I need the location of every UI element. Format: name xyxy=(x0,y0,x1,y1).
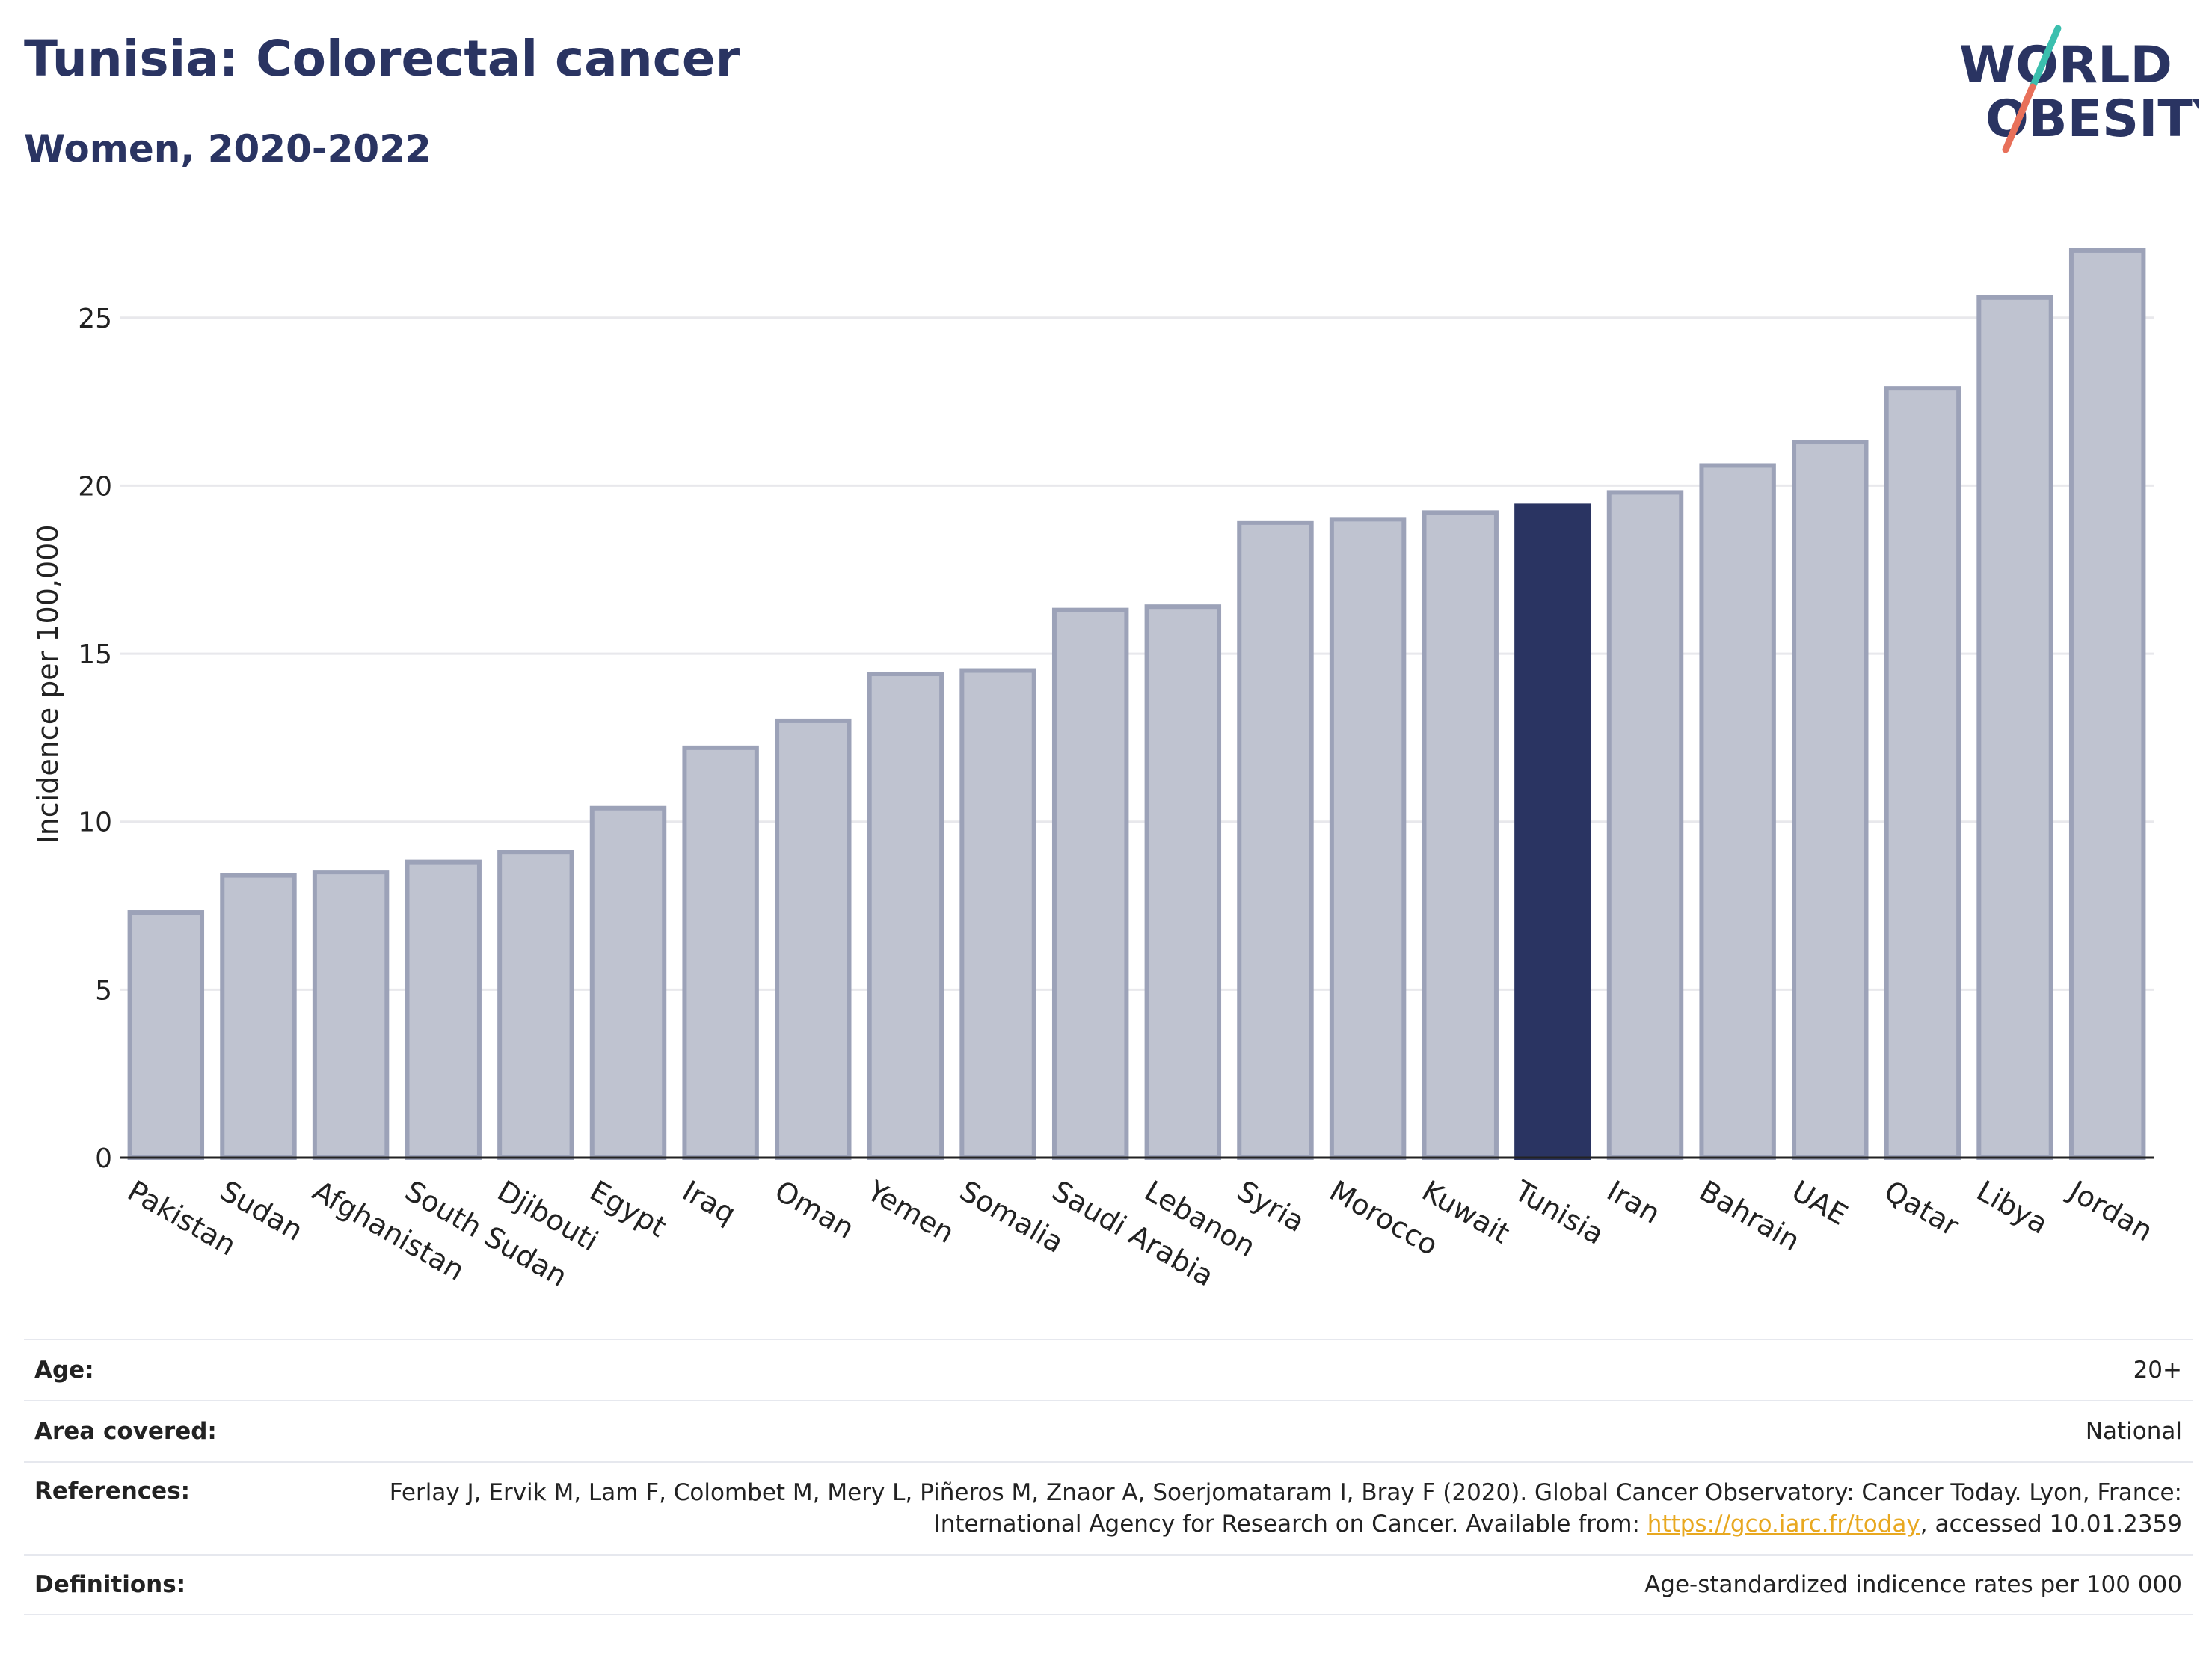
bar-iraq xyxy=(682,745,759,1160)
x-tick-label: Oman xyxy=(769,1174,860,1245)
bar-iran xyxy=(1606,490,1684,1160)
bar-saudi-arabia xyxy=(1051,607,1129,1160)
references-label: References: xyxy=(34,1478,191,1505)
y-tick-label: 20 xyxy=(78,471,112,502)
bar-morocco xyxy=(1329,517,1407,1160)
page-title: Tunisia: Colorectal cancer xyxy=(24,30,740,87)
x-tick-label: Yemen xyxy=(861,1173,960,1250)
x-tick-label: Iraq xyxy=(677,1174,741,1230)
bar-chart: 0510152025PakistanSudanAfghanistanSouth … xyxy=(31,248,2158,1293)
x-tick-label: Somalia xyxy=(954,1174,1069,1259)
x-tick-label: Qatar xyxy=(1878,1174,1964,1243)
bar-syria xyxy=(1237,520,1314,1160)
logo-line1: WORLD xyxy=(1959,36,2172,95)
bar-somalia xyxy=(959,668,1036,1160)
area-value: National xyxy=(2085,1418,2182,1445)
bar-lebanon xyxy=(1144,604,1222,1160)
bar-uae xyxy=(1792,440,1869,1160)
age-value: 20+ xyxy=(2133,1357,2182,1384)
bar-djibouti xyxy=(497,850,574,1161)
x-tick-label: Tunisia xyxy=(1508,1173,1609,1251)
x-tick-label: Libya xyxy=(1971,1174,2053,1241)
y-tick-label: 15 xyxy=(78,639,112,670)
world-obesity-logo: WORLD OBESITY xyxy=(1959,25,2199,153)
y-tick-label: 0 xyxy=(95,1143,112,1174)
bar-bahrain xyxy=(1699,463,1776,1160)
y-axis-label: Incidence per 100,000 xyxy=(31,524,64,844)
references-text: Ferlay J, Ervik M, Lam F, Colombet M, Me… xyxy=(389,1479,2182,1538)
bar-egypt xyxy=(589,805,667,1160)
bars xyxy=(127,248,2146,1161)
bar-tunisia xyxy=(1514,503,1591,1160)
logo-slash-teal xyxy=(2029,25,2062,90)
bar-pakistan xyxy=(127,910,205,1161)
bar-afghanistan xyxy=(312,870,390,1161)
x-tick-label: Bahrain xyxy=(1694,1174,1805,1258)
bar-kuwait xyxy=(1422,510,1499,1160)
bar-libya xyxy=(1976,295,2053,1160)
y-tick-label: 5 xyxy=(95,975,112,1006)
definitions-label: Definitions: xyxy=(34,1571,186,1598)
bar-qatar xyxy=(1884,386,1961,1160)
references-value: Ferlay J, Ervik M, Lam F, Colombet M, Me… xyxy=(372,1477,2182,1540)
x-tick-label: Jordan xyxy=(2062,1173,2158,1248)
y-tick-label: 10 xyxy=(78,808,112,838)
y-tick-label: 25 xyxy=(78,304,112,334)
meta-row-definitions: Definitions: Age-standardized indicence … xyxy=(24,1554,2193,1615)
page-subtitle: Women, 2020-2022 xyxy=(24,127,431,171)
bar-south-sudan xyxy=(405,859,482,1160)
references-suffix: , accessed 10.01.2359 xyxy=(1920,1511,2182,1538)
metadata-table: Age: 20+ Area covered: National Referenc… xyxy=(24,1339,2193,1615)
age-label: Age: xyxy=(34,1357,94,1384)
logo-slash-coral xyxy=(2002,83,2036,153)
references-link[interactable]: https://gco.iarc.fr/today xyxy=(1647,1511,1920,1538)
area-label: Area covered: xyxy=(34,1418,217,1445)
meta-row-area: Area covered: National xyxy=(24,1400,2193,1461)
bar-yemen xyxy=(867,672,944,1160)
bar-jordan xyxy=(2068,248,2146,1160)
definitions-value: Age-standardized indicence rates per 100… xyxy=(1644,1571,2182,1598)
x-tick-label: Iran xyxy=(1602,1174,1666,1230)
bar-sudan xyxy=(220,873,297,1160)
bar-oman xyxy=(775,718,852,1160)
meta-row-references: References: Ferlay J, Ervik M, Lam F, Co… xyxy=(24,1461,2193,1554)
meta-row-age: Age: 20+ xyxy=(24,1339,2193,1400)
